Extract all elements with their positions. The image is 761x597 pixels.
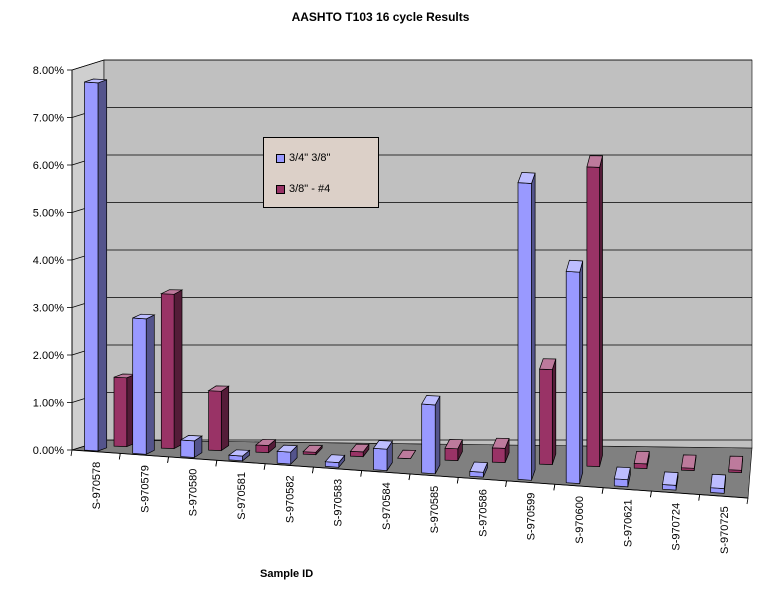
bar-series-2 <box>539 358 557 465</box>
x-tick-mark <box>360 470 363 477</box>
bar-series-1 <box>276 444 298 465</box>
x-tick-label: S-970579 <box>139 465 151 513</box>
x-tick-label: S-970600 <box>574 496 586 544</box>
legend-item-series-2: 3/8" - #4 <box>276 182 330 196</box>
bar-series-2 <box>113 373 136 448</box>
x-axis-label: Sample ID <box>260 568 314 580</box>
bar-series-1 <box>710 473 726 494</box>
bar-series-2 <box>586 155 603 467</box>
y-tick-label: 3.00% <box>33 303 64 315</box>
bar-series-2 <box>680 454 697 471</box>
bar-series-1 <box>132 313 156 455</box>
bar-series-1 <box>565 259 584 484</box>
x-tick-mark <box>167 456 169 463</box>
x-tick-mark <box>118 453 121 460</box>
chart-title: AASHTO T103 16 cycle Results <box>291 10 470 24</box>
x-tick-label: S-970578 <box>91 462 103 510</box>
y-tick-label: 0.00% <box>33 445 64 457</box>
x-tick-label: S-970583 <box>333 479 345 527</box>
y-tick-label: 7.00% <box>33 113 64 125</box>
y-tick-label: 2.00% <box>33 350 64 362</box>
bar-series-1 <box>662 471 679 491</box>
x-tick-mark <box>698 494 701 501</box>
x-tick-mark <box>215 460 218 467</box>
bar-series-1 <box>469 461 489 478</box>
chart-legend: 3/4" 3/8" 3/8" - #4 <box>263 137 379 208</box>
x-tick-mark <box>70 449 73 457</box>
bar-series-1 <box>228 449 251 462</box>
bar-series-2 <box>349 443 370 458</box>
legend-label-series-2: 3/8" - #4 <box>289 183 331 195</box>
bar-series-1 <box>84 78 108 452</box>
legend-label-series-1: 3/4" 3/8" <box>289 152 331 164</box>
bar-series-2 <box>159 289 184 450</box>
legend-swatch-series-2 <box>276 184 285 194</box>
y-tick-label: 4.00% <box>33 255 64 267</box>
x-tick-label: S-970585 <box>429 486 441 534</box>
y-tick-label: 6.00% <box>33 160 64 172</box>
x-tick-mark <box>553 484 556 491</box>
bar-series-2 <box>207 385 230 452</box>
y-tick-label: 1.00% <box>33 398 64 410</box>
x-tick-label: S-970724 <box>671 503 683 551</box>
bar-series-2 <box>302 444 323 456</box>
bar-series-1 <box>324 454 346 469</box>
x-tick-label: S-970581 <box>236 472 248 520</box>
bar-series-2 <box>397 449 417 459</box>
bar-series-2 <box>444 439 463 461</box>
x-tick-mark <box>312 467 314 474</box>
bar-series-2 <box>728 455 744 473</box>
x-tick-label: S-970580 <box>188 469 200 517</box>
x-tick-mark <box>650 491 652 498</box>
bar-series-1 <box>421 395 441 475</box>
bar-series-1 <box>372 440 393 472</box>
x-tick-mark <box>263 463 266 470</box>
x-tick-label: S-970599 <box>526 493 538 541</box>
x-tick-label: S-970621 <box>622 499 634 547</box>
bar-series-2 <box>633 450 650 469</box>
x-tick-mark <box>505 480 507 487</box>
y-tick-label: 5.00% <box>33 208 64 220</box>
bar-series-2 <box>254 438 277 454</box>
x-tick-label: S-970586 <box>477 489 489 537</box>
x-tick-label: S-970725 <box>719 506 731 554</box>
legend-item-series-1: 3/4" 3/8" <box>276 151 330 165</box>
bar-series-1 <box>179 435 204 459</box>
x-tick-label: S-970584 <box>381 482 393 530</box>
legend-swatch-series-1 <box>276 153 285 163</box>
y-tick-label: 8.00% <box>33 65 64 77</box>
x-tick-mark <box>456 477 459 484</box>
gridline-side <box>71 59 105 71</box>
x-tick-mark <box>408 473 411 481</box>
bar-series-2 <box>491 437 510 463</box>
chart-back-wall <box>103 59 753 449</box>
x-tick-mark <box>746 497 749 505</box>
x-tick-mark <box>601 487 604 494</box>
bar-series-1 <box>613 466 631 488</box>
bar-series-1 <box>517 172 536 481</box>
x-tick-label: S-970582 <box>284 475 296 523</box>
